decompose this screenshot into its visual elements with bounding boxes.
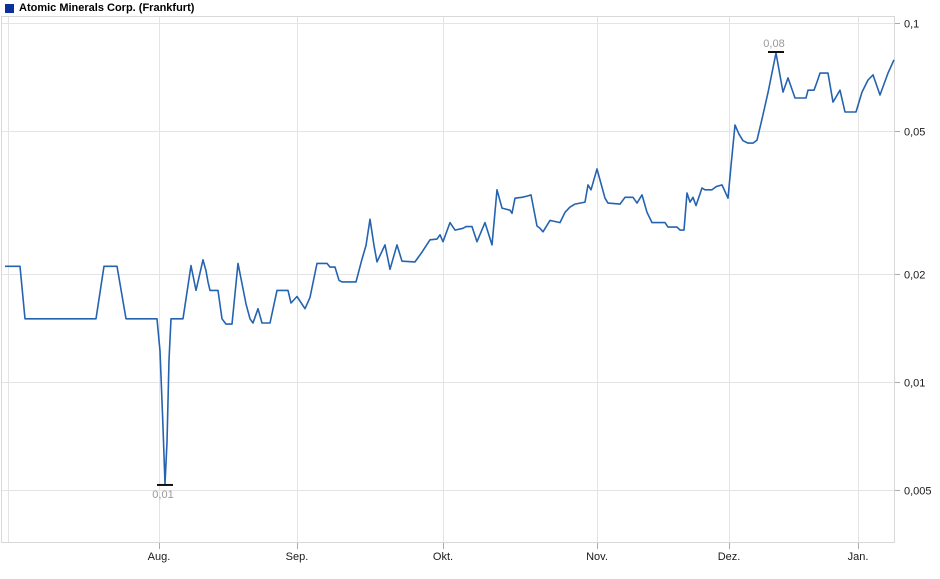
y-tick-label-0_005: 0,005 [904,486,932,498]
low-price-label: 0,01 [152,489,173,501]
high-price-label: 0,08 [763,38,784,50]
y-tick-label-0_1: 0,1 [904,19,919,31]
chart-title: Atomic Minerals Corp. (Frankfurt) [19,2,195,14]
y-tick-label-0_02: 0,02 [904,270,925,282]
price-line [5,52,895,485]
y-tick-label-0_05: 0,05 [904,127,925,139]
series-color-swatch-icon [5,4,14,13]
y-tick-label-0_01: 0,01 [904,378,925,390]
plot-frame [1,16,895,543]
x-tick-label-Nov: Nov. [586,551,608,563]
x-tick-label-Aug: Aug. [148,551,171,563]
x-tick-label-Okt: Okt. [433,551,453,563]
x-tick-label-Sep: Sep. [286,551,309,563]
x-tick-label-Dez: Dez. [718,551,741,563]
x-tick-label-Jan: Jan. [848,551,869,563]
chart-legend: Atomic Minerals Corp. (Frankfurt) [5,3,194,14]
